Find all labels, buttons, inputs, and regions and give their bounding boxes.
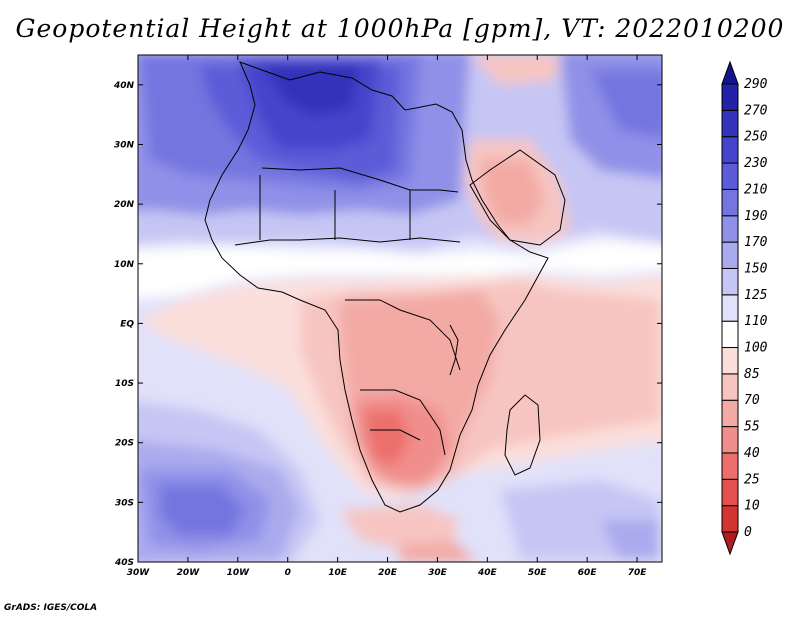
plot-frame (137, 54, 663, 563)
colorbar-swatch (721, 215, 739, 243)
x-tick-label: 10W (227, 568, 251, 578)
colorbar-swatch (721, 109, 739, 138)
colorbar-swatch (721, 478, 739, 507)
colorbar-label: 210 (744, 182, 768, 197)
x-tick-label: 70E (628, 568, 648, 578)
colorbar-swatch (721, 373, 739, 401)
colorbar-swatch (721, 188, 739, 217)
y-tick-label: 30N (114, 140, 135, 150)
grads-credit: GrADS: IGES/COLA (4, 603, 98, 613)
colorbar-swatch (721, 320, 739, 349)
colorbar-label: 250 (744, 130, 768, 145)
colorbar-swatch (721, 162, 739, 190)
colorbar-label: 55 (744, 420, 760, 435)
y-tick-label: 20N (114, 200, 135, 210)
y-tick-label: EQ (120, 319, 134, 329)
x-tick-label: 30W (127, 568, 151, 578)
colorbar-swatch (721, 452, 739, 480)
colorbar-label: 100 (744, 341, 768, 356)
colorbar-swatch (721, 505, 739, 533)
colorbar-label: 290 (744, 77, 768, 92)
x-tick-label: 50E (528, 568, 548, 578)
colorbar-swatch (721, 83, 739, 111)
colorbar-label: 85 (744, 367, 760, 382)
colorbar-swatch (721, 294, 739, 322)
colorbar-swatch (721, 426, 739, 454)
coastlines (204, 61, 566, 513)
x-tick-label: 40E (477, 568, 498, 578)
y-tick-label: 10N (114, 260, 135, 270)
colorbar-label: 150 (744, 261, 768, 276)
y-tick-label: 40S (114, 558, 134, 568)
colorbar-label: 25 (744, 472, 760, 487)
colorbar-swatch (721, 267, 739, 296)
contour-field (138, 55, 662, 562)
colorbar: 0 10 25 40 55 70 85 100 110 125 150 170 190 210 230 250… (721, 60, 768, 556)
x-tick-label: 0 (285, 568, 291, 578)
chart-title: Geopotential Height at 1000hPa [gpm], VT… (15, 14, 785, 43)
colorbar-bottom-triangle (721, 531, 739, 556)
colorbar-label: 110 (744, 314, 768, 329)
x-tick-label: 20W (177, 568, 201, 578)
y-tick-label: 20S (115, 439, 134, 449)
y-axis: 40N 30N 20N 10N EQ 10S 20S 30S 40S (113, 81, 662, 568)
colorbar-label: 40 (744, 446, 760, 461)
x-axis: 30W 20W 10W 0 10E 20E 30E 40E 50E 60E 70E (127, 55, 647, 578)
colorbar-swatch (721, 399, 739, 428)
y-tick-label: 30S (115, 498, 134, 508)
colorbar-label: 70 (744, 393, 760, 408)
x-tick-label: 60E (578, 568, 598, 578)
colorbar-label: 230 (744, 156, 768, 171)
colorbar-label: 190 (744, 209, 768, 224)
colorbar-label: 270 (744, 103, 768, 118)
colorbar-top-triangle (721, 60, 739, 85)
colorbar-label: 0 (744, 525, 752, 540)
y-tick-label: 10S (115, 379, 134, 389)
colorbar-swatch (721, 241, 739, 269)
x-tick-label: 30E (428, 568, 448, 578)
colorbar-swatch (721, 136, 739, 164)
y-tick-label: 40N (113, 81, 135, 91)
colorbar-label: 125 (744, 288, 768, 303)
colorbar-swatch (721, 347, 739, 375)
x-tick-label: 20E (378, 568, 398, 578)
x-tick-label: 10E (328, 568, 348, 578)
colorbar-label: 10 (744, 499, 760, 514)
colorbar-label: 170 (744, 235, 768, 250)
